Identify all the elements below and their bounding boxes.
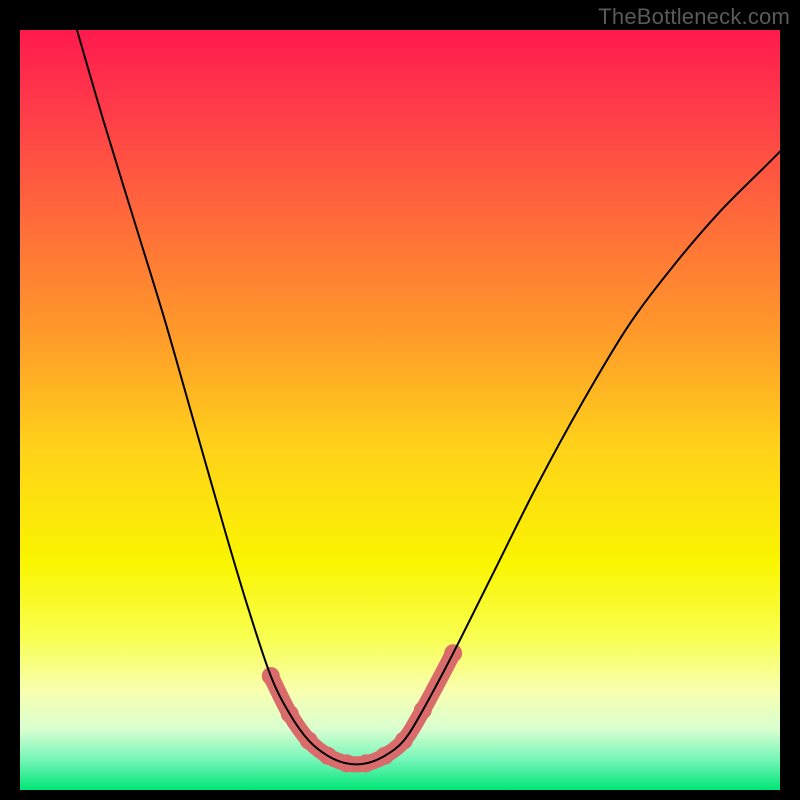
bottleneck-chart: [0, 0, 800, 800]
chart-container: TheBottleneck.com: [0, 0, 800, 800]
plot-background: [20, 30, 780, 790]
watermark-text: TheBottleneck.com: [598, 4, 790, 30]
